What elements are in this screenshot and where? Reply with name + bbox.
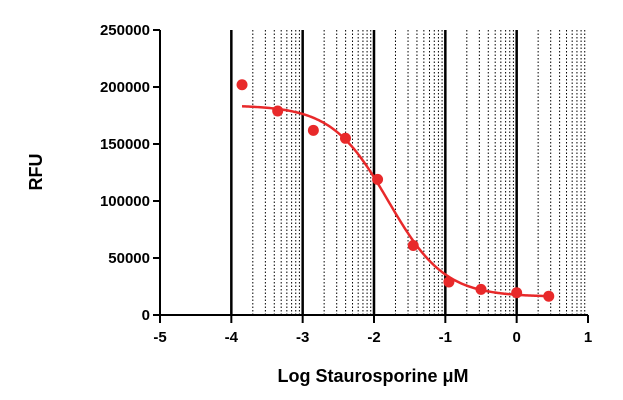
data-point	[511, 287, 523, 299]
x-axis-ticks: -5 -4 -3 -2 -1 0 1	[153, 315, 592, 346]
x-tick-label: -5	[153, 329, 166, 346]
x-tick-label: -2	[367, 329, 380, 346]
x-tick-label: 0	[512, 329, 520, 346]
x-tick-label: 1	[584, 329, 592, 346]
x-tick-label: -4	[225, 329, 239, 346]
y-axis-ticks: 0 50000 100000 150000 200000 250000	[100, 22, 160, 324]
data-point	[543, 290, 555, 302]
y-axis-label: RFU	[26, 154, 46, 191]
data-point	[236, 79, 248, 91]
data-point	[475, 283, 487, 295]
data-points	[236, 79, 555, 302]
data-point	[407, 239, 419, 251]
grid-lines	[230, 30, 586, 315]
y-tick-label: 100000	[100, 193, 150, 210]
y-tick-label: 250000	[100, 22, 150, 39]
x-tick-label: -1	[439, 329, 452, 346]
data-point	[372, 173, 384, 185]
data-point	[272, 105, 284, 117]
fit-curve	[241, 105, 549, 298]
x-axis-label: Log Staurosporine μM	[277, 366, 468, 386]
y-tick-label: 0	[142, 307, 150, 324]
y-tick-label: 150000	[100, 136, 150, 153]
x-tick-label: -3	[296, 329, 309, 346]
data-point	[339, 132, 351, 144]
data-point	[443, 276, 455, 288]
data-point	[307, 124, 319, 136]
y-tick-label: 200000	[100, 79, 150, 96]
y-tick-label: 50000	[108, 250, 150, 267]
